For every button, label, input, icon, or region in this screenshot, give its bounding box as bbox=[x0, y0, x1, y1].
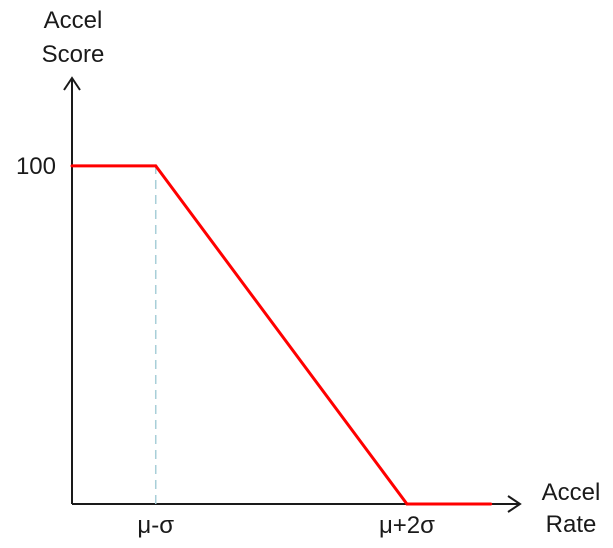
x-axis-label-line-1: Accel bbox=[542, 479, 601, 506]
y-axis-arrowhead bbox=[63, 76, 81, 91]
x-tick-label-1: μ+2σ bbox=[379, 512, 435, 539]
y-axis-label-line-2: Score bbox=[42, 41, 105, 68]
y-tick-label-0: 100 bbox=[16, 153, 56, 180]
tick-labels: μ-σ μ+2σ 100 bbox=[16, 153, 435, 539]
series-0-segment-1 bbox=[154, 164, 409, 506]
y-axis-label-line-1: Accel bbox=[44, 7, 103, 34]
x-tick-label-0: μ-σ bbox=[137, 512, 174, 539]
series-group bbox=[70, 164, 493, 506]
axes bbox=[63, 76, 522, 513]
x-axis-label-line-2: Rate bbox=[546, 511, 597, 538]
x-axis-arrowhead bbox=[507, 495, 522, 513]
labels: Accel Score Accel Rate bbox=[42, 7, 601, 538]
